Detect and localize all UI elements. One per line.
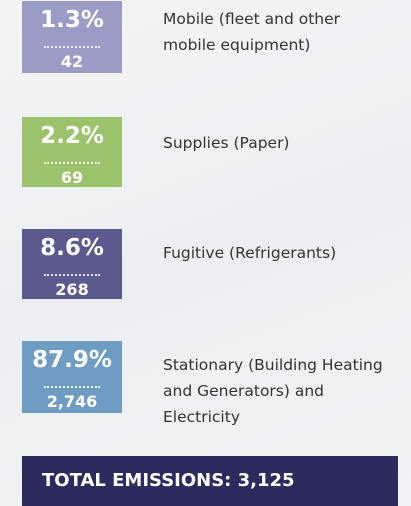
percent: 2.2% bbox=[40, 123, 104, 149]
stat-box: 1.3% 42 bbox=[22, 1, 122, 73]
amount: 2,746 bbox=[46, 392, 98, 411]
amount: 42 bbox=[60, 52, 84, 71]
divider bbox=[44, 386, 100, 388]
label-line: and Generators) and bbox=[163, 382, 325, 400]
total-banner: TOTAL EMISSIONS: 3,125 bbox=[22, 456, 398, 506]
stat-box: 2.2% 69 bbox=[22, 117, 122, 187]
category-label: Supplies (Paper) bbox=[163, 130, 403, 156]
label-line: Electricity bbox=[163, 408, 240, 426]
percent: 1.3% bbox=[40, 7, 104, 33]
divider bbox=[44, 162, 100, 164]
label-line: mobile equipment) bbox=[163, 36, 311, 54]
amount: 268 bbox=[55, 280, 89, 299]
label-line: Mobile (fleet and other bbox=[163, 10, 341, 28]
category-label: Fugitive (Refrigerants) bbox=[163, 240, 403, 266]
divider bbox=[44, 274, 100, 276]
label-line: Supplies (Paper) bbox=[163, 134, 290, 152]
divider bbox=[44, 46, 100, 48]
percent: 87.9% bbox=[32, 347, 112, 373]
stat-box: 87.9% 2,746 bbox=[22, 341, 122, 413]
category-label: Stationary (Building Heating and Generato… bbox=[163, 352, 403, 430]
label-line: Fugitive (Refrigerants) bbox=[163, 244, 337, 262]
amount: 69 bbox=[60, 168, 84, 187]
label-line: Stationary (Building Heating bbox=[163, 356, 383, 374]
stat-box: 8.6% 268 bbox=[22, 229, 122, 299]
percent: 8.6% bbox=[40, 235, 104, 261]
category-label: Mobile (fleet and other mobile equipment) bbox=[163, 6, 403, 58]
